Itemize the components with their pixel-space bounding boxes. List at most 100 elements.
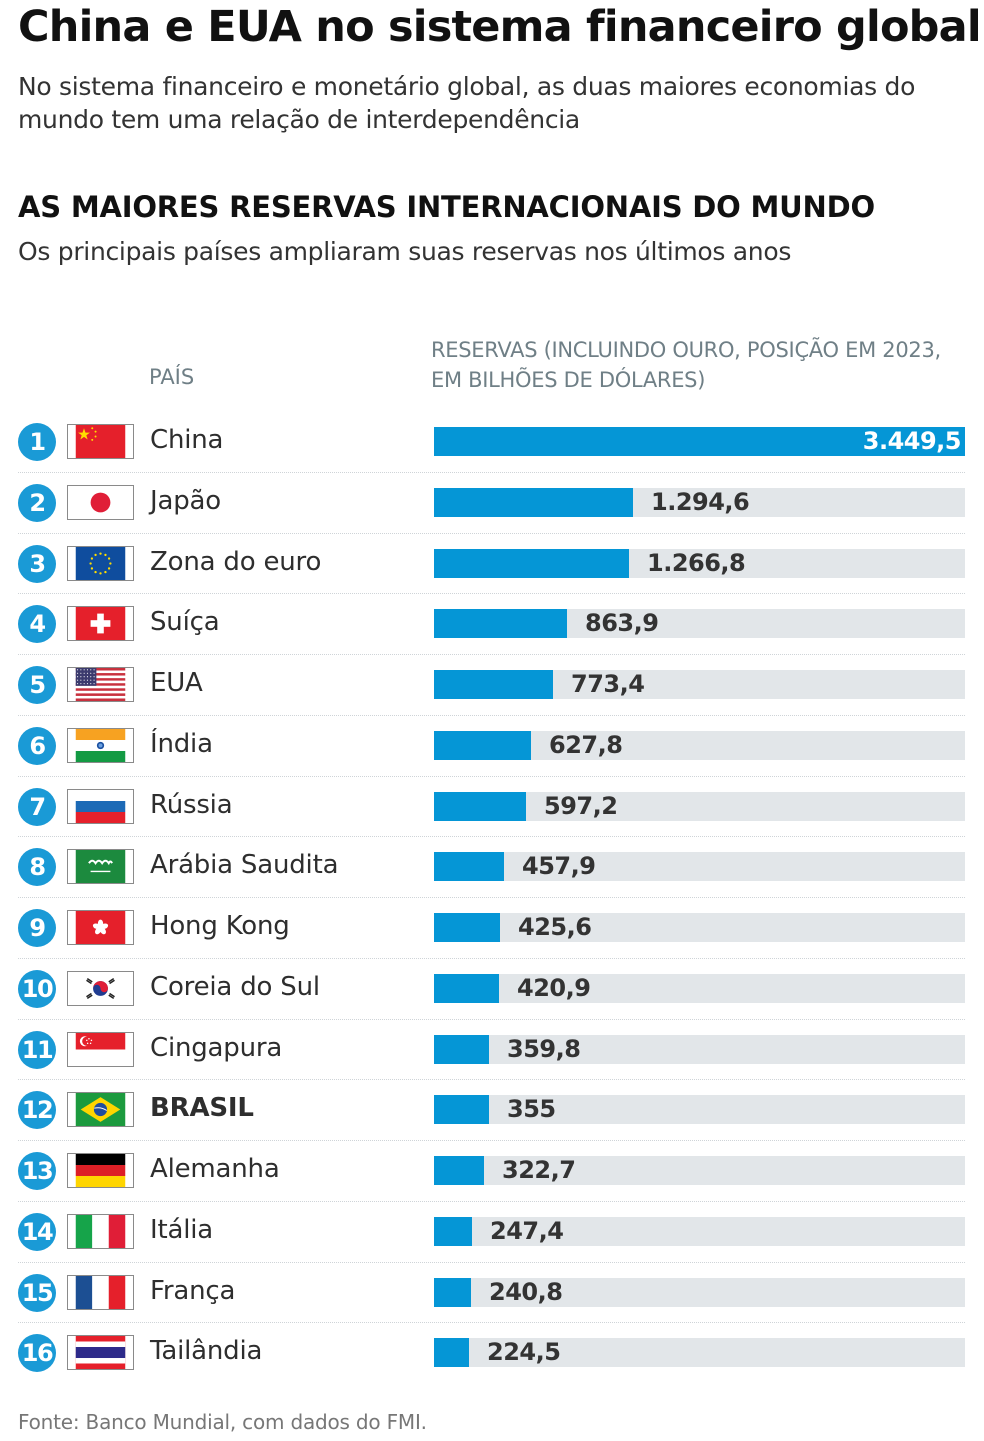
rank-badge: 1: [18, 423, 56, 461]
rank-badge: 8: [18, 848, 56, 887]
bar: [434, 973, 499, 1003]
chart-row: 16 Tailândia 224,5: [18, 1323, 965, 1384]
bar-value-label: 3.449,5: [862, 427, 962, 455]
flag-singapore-icon: [67, 1031, 134, 1067]
bar: [434, 548, 629, 578]
bar-track: 457,9: [434, 852, 965, 882]
flag-india-icon: [67, 727, 134, 763]
flag-russia-icon: [67, 788, 134, 824]
bar-track: 420,9: [434, 973, 965, 1003]
bar-track: 627,8: [434, 730, 965, 760]
rank-badge: 2: [18, 483, 56, 522]
bar-value-label: 457,9: [522, 852, 596, 881]
country-name: China: [150, 425, 224, 455]
bar-value-label: 627,8: [549, 730, 623, 759]
bar: [434, 1216, 472, 1246]
bar-track: 224,5: [434, 1338, 965, 1368]
bar-value-label: 425,6: [518, 913, 592, 941]
bar-value-label: 240,8: [489, 1277, 563, 1306]
bar-track: 355: [434, 1095, 965, 1125]
rank-badge: 11: [18, 1030, 56, 1069]
flag-switzerland-icon: [67, 606, 134, 642]
page-title: China e EUA no sistema financeiro global: [18, 2, 982, 52]
country-name: Tailândia: [150, 1336, 263, 1367]
rank-badge: 5: [18, 666, 56, 704]
chart-row: 1 China 3.449,5: [18, 412, 965, 473]
column-header-value: RESERVAS (INCLUINDO OURO, POSIÇÃO EM 202…: [431, 338, 941, 392]
country-name: Rússia: [150, 789, 233, 820]
bar: [434, 427, 965, 456]
bar: [434, 791, 526, 821]
bar-value-label: 322,7: [502, 1156, 576, 1184]
chart-row: 10 Coreia do Sul 420,9: [18, 959, 965, 1020]
flag-thailand-icon: [67, 1335, 134, 1371]
chart-row: 8 Arábia Saudita 457,9: [18, 837, 965, 898]
bar-track: 1.294,6: [434, 487, 965, 517]
rank-badge: 4: [18, 605, 56, 644]
country-name: Hong Kong: [150, 911, 290, 941]
bar-track: 3.449,5: [434, 427, 965, 456]
chart-row: 9 Hong Kong 425,6: [18, 898, 965, 959]
flag-germany-icon: [67, 1153, 134, 1188]
chart-row: 12 BRASIL 355: [18, 1080, 965, 1141]
chart-row: 11 Cingapura 359,8: [18, 1020, 965, 1081]
bar-track: 247,4: [434, 1216, 965, 1246]
bar-track: 359,8: [434, 1034, 965, 1064]
rank-badge: 7: [18, 787, 56, 826]
bar-value-label: 773,4: [571, 670, 645, 698]
bar-value-label: 1.294,6: [651, 487, 750, 516]
flag-south-korea-icon: [67, 970, 134, 1006]
rank-badge: 9: [18, 909, 56, 947]
country-name: Itália: [150, 1214, 213, 1245]
country-name: Cingapura: [150, 1032, 283, 1063]
bar-value-label: 359,8: [507, 1034, 581, 1063]
bar: [434, 730, 531, 760]
flag-brazil-icon: [67, 1092, 134, 1128]
bar-value-label: 1.266,8: [647, 548, 746, 577]
country-name: Índia: [150, 728, 213, 759]
flag-eu-icon: [67, 545, 134, 581]
country-name: Japão: [150, 485, 221, 516]
flag-japan-icon: [67, 484, 134, 520]
flag-usa-icon: [67, 667, 134, 702]
rank-badge: 3: [18, 544, 56, 583]
source-note: Fonte: Banco Mundial, com dados do FMI.: [18, 1410, 427, 1434]
chart-rows: 1 China 3.449,5 2 Japão 1.294,6 3 Zona do euro 1…: [18, 412, 965, 1384]
rank-badge: 6: [18, 726, 56, 765]
chart-title: AS MAIORES RESERVAS INTERNACIONAIS DO MU…: [18, 190, 875, 224]
bar: [434, 609, 567, 639]
country-name: Coreia do Sul: [150, 971, 320, 1002]
country-name: Zona do euro: [150, 546, 322, 577]
country-name: Suíça: [150, 607, 220, 638]
rank-badge: 12: [18, 1091, 56, 1130]
chart-row: 15 França 240,8: [18, 1263, 965, 1324]
bar-track: 1.266,8: [434, 548, 965, 578]
flag-france-icon: [67, 1274, 134, 1310]
chart-row: 13 Alemanha 322,7: [18, 1141, 965, 1202]
rank-badge: 13: [18, 1152, 56, 1190]
chart-row: 5 EUA 773,4: [18, 655, 965, 716]
chart-row: 2 Japão 1.294,6: [18, 473, 965, 534]
bar: [434, 852, 504, 882]
bar-track: 322,7: [434, 1156, 965, 1185]
bar-track: 773,4: [434, 670, 965, 699]
chart-row: 4 Suíça 863,9: [18, 594, 965, 655]
bar-value-label: 247,4: [490, 1216, 564, 1245]
country-name: Arábia Saudita: [150, 850, 339, 881]
bar: [434, 670, 553, 699]
rank-badge: 14: [18, 1212, 56, 1251]
flag-hong-kong-icon: [67, 910, 134, 945]
country-name: França: [150, 1275, 236, 1306]
chart-row: 7 Rússia 597,2: [18, 777, 965, 838]
rank-badge: 16: [18, 1334, 56, 1373]
bar: [434, 1034, 489, 1064]
bar-value-label: 224,5: [487, 1338, 561, 1367]
chart-row: 6 Índia 627,8: [18, 716, 965, 777]
bar-value-label: 863,9: [585, 609, 659, 638]
page-subtitle: No sistema financeiro e monetário global…: [18, 72, 916, 134]
flag-italy-icon: [67, 1213, 134, 1249]
chart-subtitle: Os principais países ampliaram suas rese…: [18, 237, 792, 266]
bar-value-label: 597,2: [544, 791, 618, 820]
bar-track: 863,9: [434, 609, 965, 639]
bar: [434, 1338, 469, 1368]
